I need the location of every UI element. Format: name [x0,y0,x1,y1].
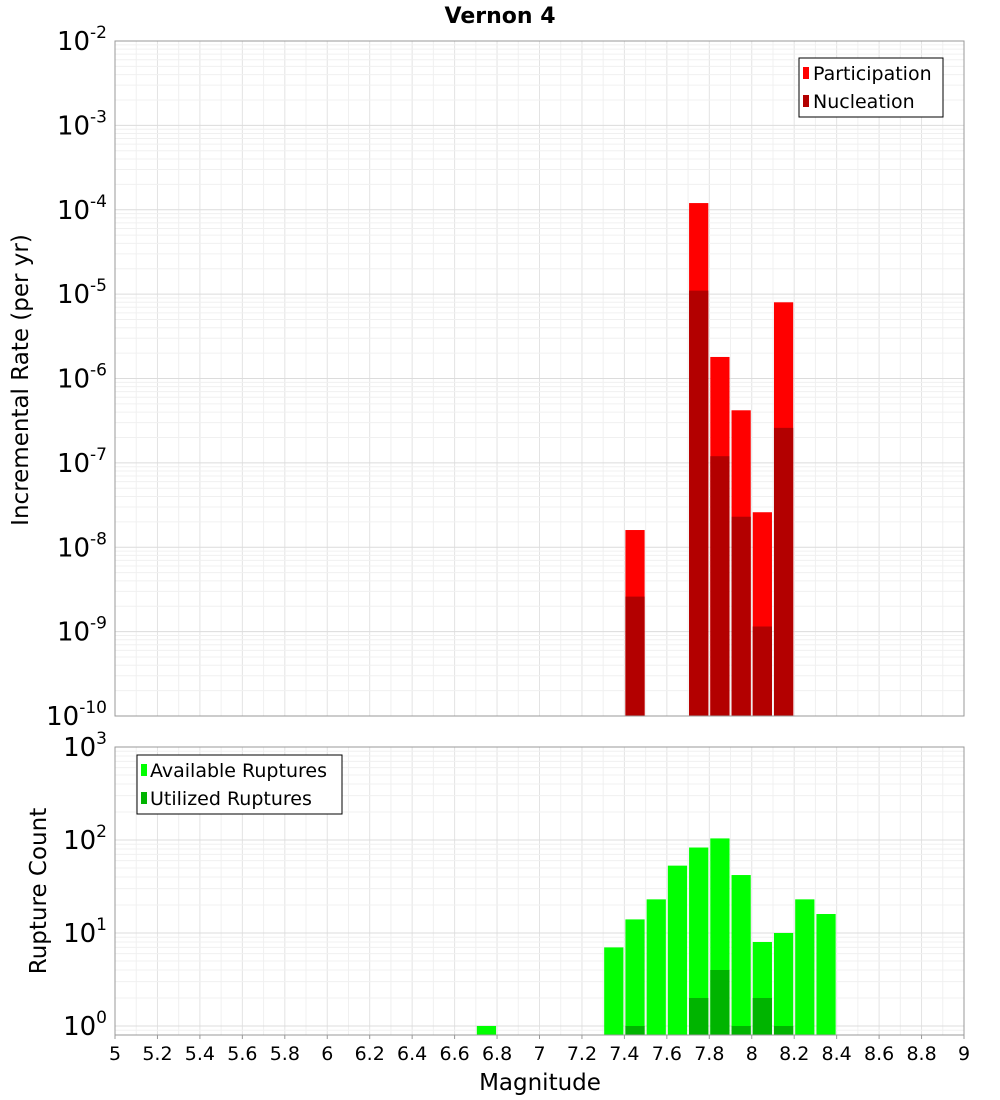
top-y-axis-label: Incremental Rate (per yr) [8,234,34,526]
top-y-tick-label: 10-9 [57,614,107,648]
x-tick-label: 5 [109,1043,121,1065]
legend-swatch-nucleation [803,95,809,107]
bottom-y-tick-label: 102 [63,822,107,856]
x-tick-label: 6 [321,1043,333,1065]
bottom-legend: Available Ruptures Utilized Ruptures [136,754,343,815]
x-tick-label: 5.4 [185,1043,215,1065]
bottom-bar-utilized-ruptures [710,969,730,1035]
legend-swatch-available-ruptures [141,764,147,776]
top-bar-nucleation [773,427,794,716]
legend-label-available-ruptures: Available Ruptures [150,760,327,782]
x-tick-label: 6.8 [482,1043,512,1065]
bottom-bar-available-ruptures [795,899,815,1035]
x-tick-label: 8.6 [864,1043,894,1065]
top-y-tick-label: 10-2 [57,23,107,57]
x-tick-label: 8.4 [822,1043,852,1065]
bottom-bar-utilized-ruptures [689,997,709,1035]
x-tick-label: 6.2 [355,1043,385,1065]
top-y-tick-label: 10-5 [57,276,107,310]
top-legend-box [798,57,944,118]
x-tick-label: 5.2 [142,1043,172,1065]
top-bar-nucleation [710,456,730,716]
top-bar-nucleation [731,516,751,716]
x-tick-label: 6.4 [397,1043,427,1065]
bottom-bar-utilized-ruptures [731,1025,751,1035]
top-y-tick-label: 10-7 [57,445,107,479]
x-tick-label: 7.4 [609,1043,639,1065]
legend-swatch-utilized-ruptures [141,792,147,804]
bottom-bar-available-ruptures [646,899,666,1035]
x-axis-label: Magnitude [479,1070,601,1096]
top-bar-nucleation [689,290,709,716]
top-y-tick-label: 10-4 [57,192,107,226]
x-tick-label: 7.2 [567,1043,597,1065]
bottom-bar-utilized-ruptures [752,997,772,1035]
x-tick-label: 8.2 [779,1043,809,1065]
top-y-tick-label: 10-6 [57,361,107,395]
legend-label-nucleation: Nucleation [813,91,915,113]
x-tick-label: 7.8 [694,1043,724,1065]
x-tick-label: 9 [958,1043,970,1065]
x-tick-label: 7 [533,1043,545,1065]
x-tick-label: 5.8 [270,1043,300,1065]
bottom-y-axis-label: Rupture Count [26,808,52,974]
top-y-tick-label: 10-10 [46,698,107,732]
bottom-bar-utilized-ruptures [625,1025,645,1035]
bottom-bar-available-ruptures [625,919,645,1035]
bottom-bar-available-ruptures [604,947,624,1035]
top-plot-frame [114,40,965,717]
x-tick-label: 6.6 [439,1043,469,1065]
bottom-legend-box [136,754,343,815]
bottom-bar-available-ruptures [476,1025,497,1035]
bottom-bar-available-ruptures [731,875,751,1035]
bottom-bar-utilized-ruptures [773,1025,794,1035]
top-y-tick-label: 10-3 [57,107,107,141]
legend-label-utilized-ruptures: Utilized Ruptures [150,788,312,810]
top-legend: Participation Nucleation [798,57,944,118]
top-y-tick-label: 10-8 [57,529,107,563]
legend-label-participation: Participation [813,63,932,85]
top-plot-panel: 10-10 10-9 10-8 10-7 10-6 10-5 10-4 10-3 10-2 [46,23,965,732]
x-tick-label: 8.8 [906,1043,936,1065]
bottom-bar-available-ruptures [667,865,688,1035]
top-bar-nucleation [625,596,645,716]
chart-title: Vernon 4 [445,4,556,29]
x-tick-label: 5.6 [227,1043,257,1065]
bottom-y-tick-label: 103 [63,729,107,763]
bottom-bar-available-ruptures [689,847,709,1035]
bottom-bar-available-ruptures [773,932,794,1035]
bottom-y-tick-label: 101 [63,915,107,949]
x-tick-label: 7.6 [652,1043,682,1065]
bottom-bar-available-ruptures [816,914,836,1035]
legend-swatch-participation [803,67,809,79]
bottom-y-tick-label: 100 [63,1008,107,1042]
top-bar-nucleation [752,626,772,716]
x-tick-label: 8 [746,1043,758,1065]
